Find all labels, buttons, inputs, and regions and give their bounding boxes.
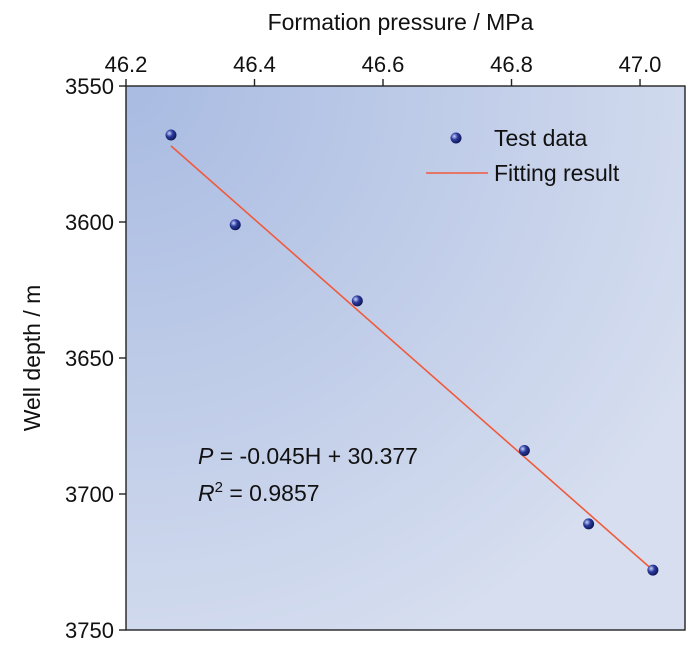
y-tick-label: 3550 <box>65 74 114 99</box>
y-tick-label: 3650 <box>65 346 114 371</box>
legend-label-test-data: Test data <box>494 125 588 151</box>
data-point <box>583 518 595 530</box>
fit-layer <box>170 145 654 571</box>
plot-area <box>126 86 685 630</box>
y-axis: 3550 3600 3650 3700 3750 <box>65 74 126 643</box>
fit-r-squared: R2 = 0.9857 <box>198 479 320 506</box>
r2-superscript: 2 <box>215 479 223 496</box>
legend-marker-test-data <box>450 132 462 144</box>
x-tick-label: 46.6 <box>362 52 405 77</box>
y-tick-label: 3700 <box>65 482 114 507</box>
legend-label-fitting-result: Fitting result <box>494 160 620 186</box>
x-axis-title: Formation pressure / MPa <box>268 9 534 35</box>
x-tick-label: 46.2 <box>105 52 148 77</box>
y-axis-title: Well depth / m <box>19 285 45 432</box>
legend: Test data Fitting result <box>426 125 620 186</box>
data-point <box>229 219 241 231</box>
points-layer <box>165 129 659 576</box>
x-tick-label: 47.0 <box>619 52 662 77</box>
y-tick-label: 3750 <box>65 618 114 643</box>
x-axis: 46.2 46.4 46.6 46.8 47.0 <box>105 52 662 86</box>
data-point <box>518 444 530 456</box>
data-point <box>647 564 659 576</box>
x-tick-label: 46.8 <box>490 52 533 77</box>
fit-equation: P = -0.045H + 30.377 <box>198 443 418 469</box>
data-point <box>165 129 177 141</box>
data-point <box>351 295 363 307</box>
equation-variable: P <box>198 443 214 469</box>
y-tick-label: 3600 <box>65 210 114 235</box>
fit-line <box>170 145 654 571</box>
r2-variable: R <box>198 480 215 506</box>
equation-body: = -0.045H + 30.377 <box>213 443 418 469</box>
r2-value: = 0.9857 <box>223 480 320 506</box>
x-tick-label: 46.4 <box>233 52 276 77</box>
